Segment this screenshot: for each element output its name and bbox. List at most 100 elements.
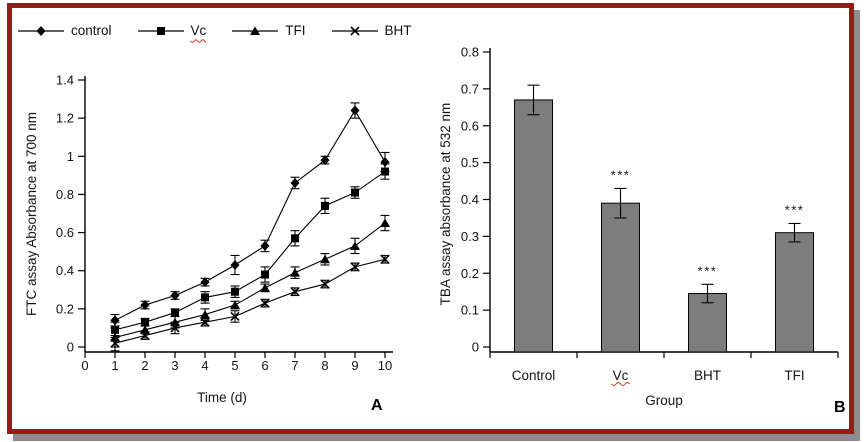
- bar-error-bar: [527, 84, 540, 116]
- diamond-marker: [320, 155, 330, 166]
- x-legend-marker-icon: [331, 26, 378, 36]
- diamond-marker: [140, 300, 150, 311]
- square-marker: [351, 188, 359, 197]
- x-tick-label: 6: [261, 358, 268, 373]
- spellcheck-squiggle: [611, 382, 630, 386]
- y-tick-label: 0.1: [461, 303, 479, 318]
- square-marker: [381, 167, 389, 176]
- series-line: [114, 109, 386, 321]
- triangle-marker: [350, 241, 360, 250]
- legend-label: TFI: [285, 23, 306, 39]
- panel-b: 0 0.1 0.2 0.3 0.4 0.5 0.6 0.7 0.8 Group TBA assay …: [438, 45, 839, 408]
- square-marker: [231, 287, 239, 296]
- triangle-legend-marker-icon: [232, 26, 279, 35]
- triangle-marker: [260, 283, 270, 292]
- panel-b-x-axis-title: Group: [645, 393, 683, 408]
- x-marker: [200, 317, 210, 327]
- diamond-marker: [260, 240, 270, 251]
- y-tick-label: 0.6: [461, 118, 479, 133]
- x-marker: [170, 323, 180, 333]
- legend-item-tfi: TFI: [232, 23, 306, 39]
- y-tick-label: 1.2: [56, 111, 74, 126]
- x-tick-label: 0: [81, 358, 88, 373]
- y-tick-label: 1.4: [56, 73, 74, 88]
- x-tick-label: 7: [291, 358, 298, 373]
- category-label: Vc: [613, 368, 629, 383]
- category-label: Control: [512, 368, 556, 383]
- triangle-marker: [290, 268, 300, 277]
- category-label: TFI: [784, 368, 804, 383]
- legend-label: BHT: [384, 23, 412, 39]
- square-marker: [156, 27, 165, 35]
- figure-panel-container: control Vc TFI BHT 0 0.2 0.4 0.6 0.8 1 1.2 1.4 0 1 2 3…: [7, 3, 854, 434]
- x-marker: [350, 262, 360, 272]
- diamond-marker: [170, 290, 180, 301]
- bar-vc: [601, 202, 640, 353]
- significance-stars: ***: [611, 167, 631, 182]
- series-Vc: [110, 163, 390, 339]
- square-marker: [201, 293, 209, 302]
- diamond-marker: [380, 157, 390, 168]
- square-marker: [171, 308, 179, 317]
- panel-a: 0 0.2 0.4 0.6 0.8 1 1.2 1.4 0 1 2 3 4 5 6 7 8 9 10 Time (d)…: [24, 73, 393, 405]
- triangle-marker: [380, 218, 390, 228]
- legend-item-bht: BHT: [331, 23, 412, 39]
- panel-a-letter: A: [371, 397, 383, 414]
- significance-stars: ***: [698, 263, 718, 278]
- x-tick-label: 9: [351, 358, 358, 373]
- panel-a-y-ticks: 0 0.2 0.4 0.6 0.8 1 1.2 1.4: [56, 73, 85, 355]
- y-tick-label: 0.8: [461, 45, 479, 60]
- square-marker: [321, 201, 329, 210]
- chart-legend: control Vc TFI BHT: [18, 24, 438, 38]
- significance-stars: ***: [785, 202, 805, 217]
- y-tick-label: 0.2: [461, 266, 479, 281]
- square-legend-marker-icon: [137, 27, 184, 35]
- diamond-marker: [200, 277, 210, 288]
- square-marker: [261, 270, 269, 279]
- category-label: BHT: [694, 368, 721, 383]
- x-tick-label: 3: [171, 358, 178, 373]
- y-tick-label: 0.2: [56, 301, 74, 316]
- y-tick-label: 0.4: [461, 192, 479, 207]
- x-tick-label: 4: [201, 358, 208, 373]
- y-tick-label: 0.8: [56, 187, 74, 202]
- x-marker: [230, 311, 240, 322]
- x-marker: [380, 254, 390, 264]
- x-tick-label: 2: [141, 358, 148, 373]
- legend-item-control: control: [18, 24, 112, 38]
- x-marker: [320, 279, 330, 289]
- bar-tfi: [775, 232, 814, 353]
- x-marker: [110, 338, 120, 348]
- bar-control: [514, 99, 553, 353]
- panel-b-y-ticks: 0 0.1 0.2 0.3 0.4 0.5 0.6 0.7 0.8: [461, 45, 490, 355]
- bar-error-bar: [701, 283, 714, 304]
- square-marker: [291, 234, 299, 243]
- series-line: [114, 258, 386, 344]
- panel-a-y-axis-title: FTC assay Absorbance at 700 nm: [24, 112, 39, 316]
- series-control: [110, 102, 390, 327]
- square-marker: [141, 318, 149, 327]
- bar-error-bar: [614, 187, 627, 219]
- series-line: [114, 222, 386, 338]
- y-tick-label: 1: [67, 149, 74, 164]
- x-marker: [349, 26, 360, 36]
- legend-label: control: [71, 23, 112, 39]
- panel-a-x-ticks: 0 1 2 3 4 5 6 7 8 9 10: [81, 352, 392, 373]
- y-tick-label: 0.5: [461, 155, 479, 170]
- diamond-marker: [290, 177, 300, 188]
- triangle-marker: [200, 310, 210, 319]
- series-line: [114, 171, 386, 331]
- triangle-marker: [230, 300, 240, 310]
- y-tick-label: 0: [67, 340, 74, 355]
- x-marker: [290, 287, 300, 297]
- y-tick-label: 0.6: [56, 225, 74, 240]
- two-panel-chart: 0 0.2 0.4 0.6 0.8 1 1.2 1.4 0 1 2 3 4 5 6 7 8 9 10 Time (d)…: [24, 45, 839, 408]
- diamond-marker: [110, 315, 120, 326]
- legend-item-vc: Vc: [137, 23, 207, 39]
- legend-label: Vc: [190, 23, 207, 39]
- x-tick-label: 10: [378, 358, 392, 373]
- panel-a-x-axis-title: Time (d): [197, 390, 247, 405]
- y-tick-label: 0.7: [461, 81, 479, 96]
- series-TFI: [110, 214, 390, 348]
- series-BHT: [110, 254, 390, 352]
